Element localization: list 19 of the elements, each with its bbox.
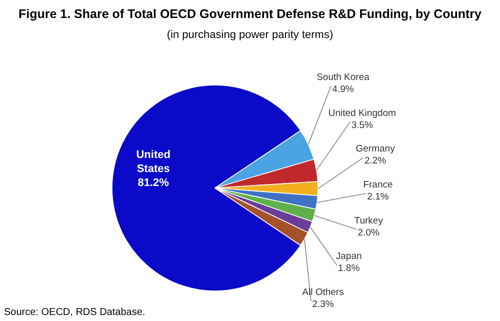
slice-label: United Kingdom (328, 108, 396, 119)
slice-label: France (363, 180, 393, 190)
data-label: 4.9% (332, 84, 354, 95)
slice-label: Turkey (354, 215, 384, 226)
data-label: 3.5% (351, 120, 374, 131)
chart-title: Figure 1. Share of Total OECD Government Defense R&D Funding, by Country (18, 7, 482, 21)
slice-label: Japan (336, 251, 362, 262)
chart-subtitle: (in purchasing power parity terms) (166, 29, 334, 41)
source-note: Source: OECD, RDS Database. (4, 307, 146, 318)
data-label: 81.2% (138, 177, 170, 189)
slice-label: All Others (302, 287, 344, 298)
slice-label: Germany (356, 144, 396, 155)
data-label: 2.1% (367, 192, 390, 202)
data-label: 2.0% (358, 227, 380, 238)
data-label: 1.8% (338, 263, 360, 274)
data-label: 2.3% (312, 299, 334, 310)
slice-label: United States (136, 149, 170, 175)
slice-label: South Korea (316, 72, 370, 83)
data-label: 2.2% (364, 156, 387, 167)
